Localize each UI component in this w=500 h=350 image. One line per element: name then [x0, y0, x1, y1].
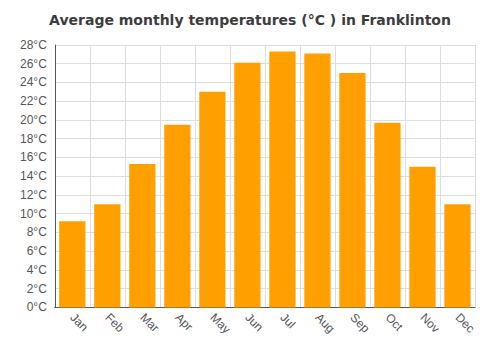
svg-text:28°C: 28°C — [20, 38, 47, 52]
svg-text:0°C: 0°C — [27, 300, 47, 314]
svg-text:6°C: 6°C — [27, 244, 47, 258]
svg-text:Aug: Aug — [312, 311, 337, 336]
svg-text:16°C: 16°C — [20, 150, 47, 164]
svg-text:Apr: Apr — [172, 311, 195, 334]
svg-text:Jan: Jan — [67, 311, 91, 335]
svg-text:Sep: Sep — [347, 311, 372, 336]
svg-text:8°C: 8°C — [27, 225, 47, 239]
svg-text:10°C: 10°C — [20, 207, 47, 221]
svg-text:Jul: Jul — [277, 311, 298, 332]
svg-text:Jun: Jun — [242, 311, 266, 335]
svg-text:Average monthly temperatures (: Average monthly temperatures (°C ) in Fr… — [49, 12, 451, 28]
svg-text:12°C: 12°C — [20, 188, 47, 202]
svg-text:2°C: 2°C — [27, 282, 47, 296]
svg-text:Nov: Nov — [418, 311, 443, 336]
svg-text:18°C: 18°C — [20, 132, 47, 146]
svg-text:20°C: 20°C — [20, 113, 47, 127]
svg-text:Oct: Oct — [383, 311, 407, 335]
svg-text:Dec: Dec — [453, 311, 478, 336]
svg-text:14°C: 14°C — [20, 169, 47, 183]
svg-text:Feb: Feb — [102, 311, 127, 336]
svg-text:22°C: 22°C — [20, 94, 47, 108]
svg-text:26°C: 26°C — [20, 57, 47, 71]
svg-text:Mar: Mar — [137, 311, 162, 335]
svg-text:May: May — [207, 311, 233, 337]
svg-text:4°C: 4°C — [27, 263, 47, 277]
svg-text:24°C: 24°C — [20, 75, 47, 89]
